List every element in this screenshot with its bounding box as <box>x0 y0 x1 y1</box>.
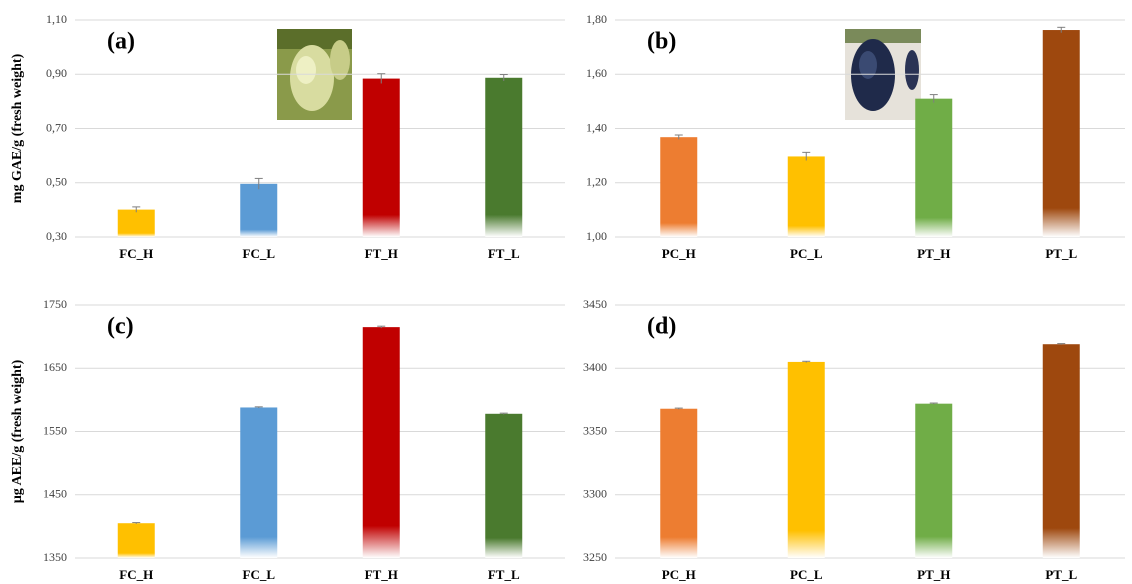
x-tick-label: FC_H <box>119 246 153 261</box>
y-tick-label: 3450 <box>583 297 607 311</box>
x-tick-label: FT_H <box>365 567 398 582</box>
x-tick-label: FC_H <box>119 567 153 582</box>
x-tick-label: PC_H <box>662 567 696 582</box>
x-tick-label: PT_H <box>917 246 950 261</box>
bar <box>915 99 952 237</box>
bar <box>363 79 400 237</box>
bar <box>1043 344 1080 558</box>
x-tick-label: PC_L <box>790 567 823 582</box>
bar <box>363 327 400 558</box>
y-tick-label: 1,40 <box>586 120 607 134</box>
bar <box>118 210 155 237</box>
y-axis-label: mg GAE/g (fresh weight) <box>10 53 25 203</box>
panel-title: (c) <box>107 314 134 340</box>
bar <box>660 409 697 558</box>
bar <box>915 404 952 558</box>
bar <box>660 137 697 237</box>
y-tick-label: 1,00 <box>586 229 607 243</box>
bar <box>485 414 522 558</box>
x-tick-label: FT_H <box>365 246 398 261</box>
y-tick-label: 0,50 <box>46 175 67 189</box>
x-tick-label: FT_L <box>488 567 520 582</box>
y-tick-label: 1450 <box>43 487 67 501</box>
x-tick-label: PT_L <box>1045 246 1077 261</box>
y-tick-label: 0,70 <box>46 120 67 134</box>
y-tick-label: 1,80 <box>586 12 607 26</box>
x-tick-label: PT_H <box>917 567 950 582</box>
y-tick-label: 0,30 <box>46 229 67 243</box>
y-tick-label: 1650 <box>43 360 67 374</box>
x-tick-label: PC_L <box>790 246 823 261</box>
y-tick-label: 1,10 <box>46 12 67 26</box>
panel-title: (a) <box>107 29 135 55</box>
bar <box>240 184 277 237</box>
bar <box>240 407 277 558</box>
x-tick-label: FC_L <box>243 567 276 582</box>
y-tick-label: 1550 <box>43 423 67 437</box>
y-tick-label: 1,20 <box>586 175 607 189</box>
figure: 0,30 0,50 0,70 0,90 1,10 (a) mg GAE/g (fresh w… <box>0 0 1132 584</box>
bar <box>485 78 522 237</box>
bar <box>1043 30 1080 237</box>
y-axis-label: µg AEE/g (fresh weight) <box>10 359 25 503</box>
y-tick-label: 1750 <box>43 297 67 311</box>
y-tick-label: 1,60 <box>586 66 607 80</box>
y-tick-label: 3350 <box>583 423 607 437</box>
x-tick-label: FT_L <box>488 246 520 261</box>
bar <box>118 523 155 558</box>
panel-title: (b) <box>647 29 676 55</box>
y-tick-label: 3400 <box>583 360 607 374</box>
x-tick-label: PT_L <box>1045 567 1077 582</box>
bar <box>788 362 825 558</box>
y-tick-label: 1350 <box>43 550 67 564</box>
panel-title: (d) <box>647 314 676 340</box>
bar <box>788 156 825 237</box>
x-tick-label: FC_L <box>243 246 276 261</box>
y-tick-label: 0,90 <box>46 66 67 80</box>
x-tick-label: PC_H <box>662 246 696 261</box>
y-tick-label: 3250 <box>583 550 607 564</box>
y-tick-label: 3300 <box>583 487 607 501</box>
